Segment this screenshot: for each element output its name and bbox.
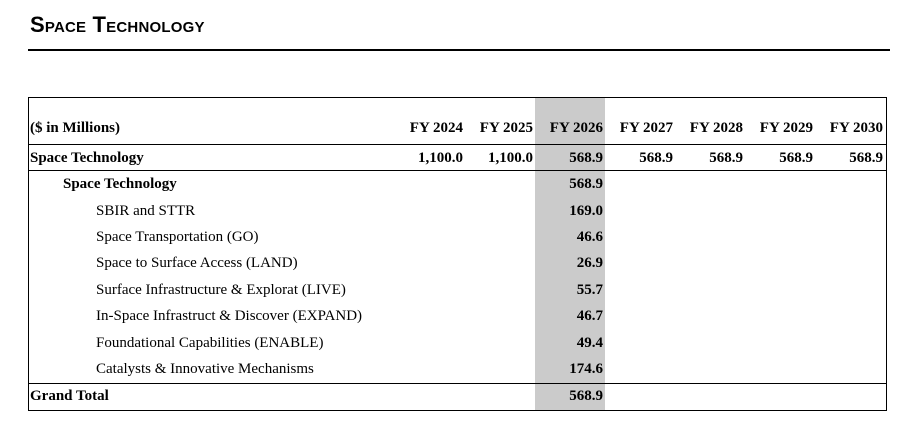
column-header-fy-2025: FY 2025: [479, 120, 533, 136]
row-value: 568.9: [709, 150, 743, 166]
row-label: Space to Surface Access (LAND): [96, 255, 298, 271]
row-value: 46.7: [576, 308, 603, 324]
row-value: 568.9: [569, 150, 603, 166]
row-label: Space Technology: [30, 150, 144, 166]
budget-table: [28, 97, 887, 411]
total-rule: [29, 383, 886, 384]
grand-total-value: 568.9: [569, 388, 603, 404]
row-value: 26.9: [576, 255, 603, 271]
grand-total-label: Grand Total: [30, 388, 109, 404]
title-divider: [28, 49, 890, 51]
row-value: 174.6: [569, 361, 603, 377]
fy2026-column-highlight: [535, 97, 605, 411]
row-label: In-Space Infrastruct & Discover (EXPAND): [96, 308, 363, 324]
units-label: ($ in Millions): [30, 120, 121, 136]
row-value: 568.9: [779, 150, 813, 166]
row-value: 55.7: [576, 282, 603, 298]
row-value: 1,100.0: [488, 150, 533, 166]
row-label: Catalysts & Innovative Mechanisms: [96, 361, 314, 377]
row-value: 568.9: [569, 176, 603, 192]
row-value: 1,100.0: [418, 150, 463, 166]
row-value: 49.4: [576, 335, 603, 351]
row-value: 46.6: [576, 229, 603, 245]
column-header-fy-2024: FY 2024: [409, 120, 463, 136]
column-header-fy-2029: FY 2029: [759, 120, 813, 136]
row-label: Space Transportation (GO): [96, 229, 259, 245]
column-header-fy-2028: FY 2028: [689, 120, 743, 136]
row-value: 568.9: [849, 150, 883, 166]
row-label: Foundational Capabilities (ENABLE): [96, 335, 324, 351]
row-value: 568.9: [639, 150, 673, 166]
row-label: Space Technology: [63, 176, 177, 192]
column-header-fy-2027: FY 2027: [619, 120, 673, 136]
row-label: Surface Infrastructure & Explorat (LIVE): [96, 282, 346, 298]
column-header-fy-2030: FY 2030: [829, 120, 883, 136]
column-header-fy-2026: FY 2026: [549, 120, 603, 136]
header-rule: [29, 144, 886, 145]
subtotal-rule: [29, 170, 886, 171]
row-label: SBIR and STTR: [96, 203, 196, 219]
page-title: Space Technology: [30, 12, 205, 37]
row-value: 169.0: [569, 203, 603, 219]
